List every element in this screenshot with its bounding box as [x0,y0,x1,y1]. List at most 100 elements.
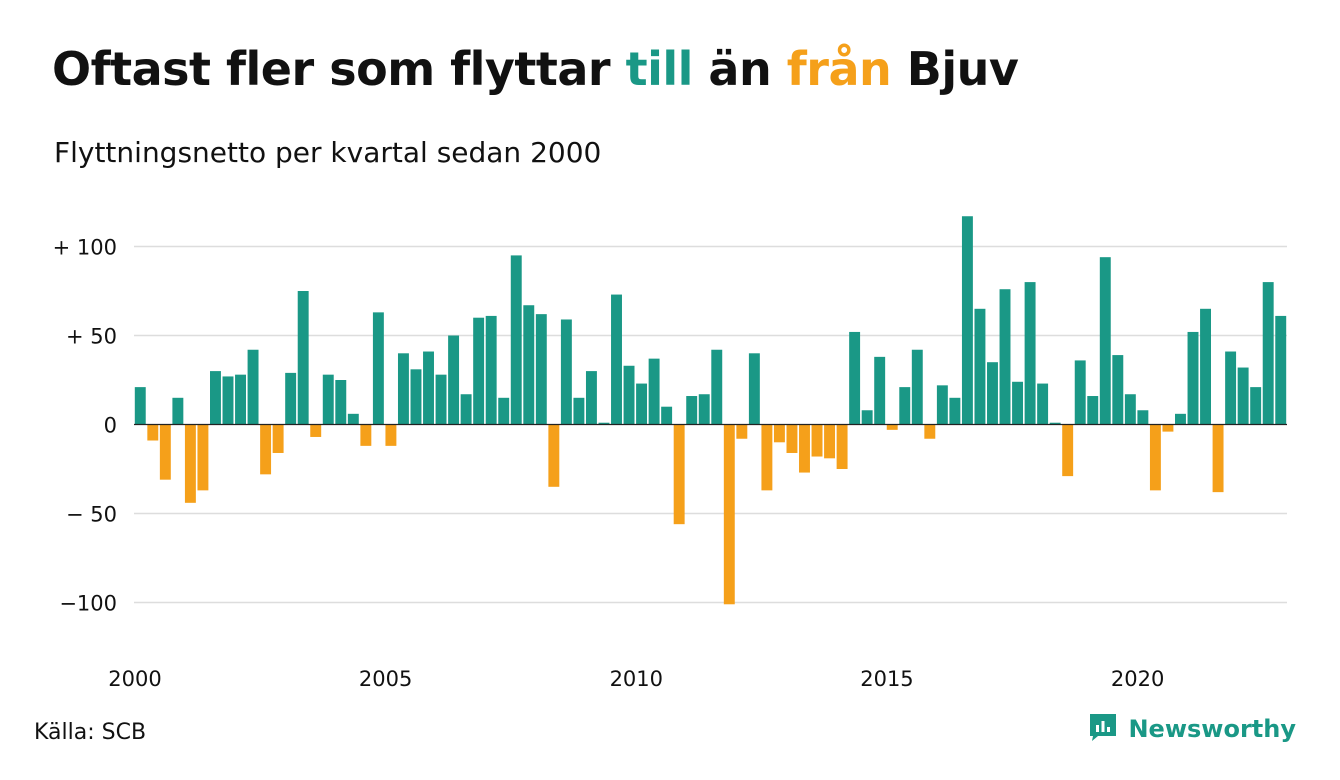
bar-negative [260,424,272,475]
chart-subtitle: Flyttningsnetto per kvartal sedan 2000 [54,136,602,169]
bar-positive [473,317,485,425]
bar-positive [410,369,422,425]
y-tick-label: − 50 [66,503,117,527]
bars [134,216,1287,605]
bar-negative [385,424,397,446]
bar-negative [886,424,898,430]
bar-negative [147,424,159,441]
bar-positive [1087,396,1099,425]
x-tick-label: 2005 [359,667,412,691]
bar-positive [535,314,547,425]
bar-positive [623,365,635,425]
bar-negative [673,424,685,525]
bar-negative [360,424,372,446]
bar-negative [548,424,560,487]
title-part-1: Oftast fler som flyttar [52,42,626,96]
bar-positive [585,371,597,425]
bar-positive [460,394,472,425]
bar-positive [1262,282,1274,425]
bar-positive [711,349,723,425]
bar-positive [1012,381,1024,425]
x-tick-label: 2015 [860,667,913,691]
x-tick-label: 2010 [610,667,663,691]
bar-positive [1049,422,1061,425]
bar-positive [1099,257,1111,425]
bar-positive [874,356,886,425]
bar-positive [999,289,1011,425]
bar-positive [1024,282,1036,425]
newsworthy-logo-icon [1088,712,1118,746]
bar-negative [761,424,773,491]
bar-positive [322,374,334,425]
y-tick-label: + 50 [66,325,117,349]
title-highlight-fran: från [786,42,892,96]
brand-name: Newsworthy [1128,715,1296,743]
bar-positive [861,410,873,425]
bar-positive [1225,351,1237,425]
brand: Newsworthy [1088,712,1296,746]
bar-positive [1275,315,1287,425]
bar-negative [1149,424,1161,491]
bar-positive [1037,383,1049,425]
bar-negative [1062,424,1074,477]
bar-positive [435,374,447,425]
bar-positive [498,397,510,425]
bar-positive [987,362,998,425]
bar-negative [773,424,785,443]
bar-positive [611,294,622,425]
bar-positive [636,383,648,425]
bar-negative [1162,424,1174,432]
source-label: Källa: SCB [34,720,147,745]
bar-negative [159,424,171,480]
y-tick-label: 0 [104,414,117,438]
title-part-3: Bjuv [891,42,1019,96]
bar-positive [448,335,460,425]
bar-positive [1187,331,1199,425]
bar-negative [811,424,823,457]
bar-negative [736,424,748,439]
bar-positive [172,397,184,425]
bar-negative [836,424,848,469]
bar-positive [1074,360,1086,425]
title-part-2: än [692,42,787,96]
bar-positive [1237,367,1249,425]
bar-negative [310,424,322,437]
x-tick-label: 2000 [108,667,161,691]
y-tick-label: −100 [59,592,117,616]
y-tick-label: + 100 [53,236,117,260]
title-highlight-till: till [625,42,694,96]
bar-positive [134,387,146,425]
bar-positive [686,396,698,425]
bar-negative [272,424,284,453]
bar-positive [1137,410,1149,425]
bar-positive [247,349,259,425]
y-axis-tick-labels: + 100 + 50 0 − 50 −100 [53,236,117,616]
bar-positive [560,319,572,425]
bar-positive [698,394,710,425]
bar-positive [849,331,861,425]
bar-positive [510,255,522,425]
bar-positive [485,315,497,425]
bar-positive [598,422,610,425]
bar-negative [786,424,798,453]
bar-positive [397,353,409,425]
bar-positive [347,413,359,425]
bar-positive [949,397,961,425]
bar-negative [1212,424,1224,493]
bar-positive [961,216,973,425]
bar-positive [523,305,535,425]
bar-positive [372,312,384,425]
bar-positive [748,353,760,425]
x-tick-label: 2020 [1111,667,1164,691]
bar-negative [723,424,735,605]
chart-title: Oftast fler som flyttar till än från Bju… [52,42,1019,96]
bar-positive [661,406,673,425]
bar-positive [222,376,234,425]
bar-positive [648,358,660,425]
bar-negative [799,424,810,473]
bar-positive [899,387,911,425]
bar-negative [184,424,196,503]
bar-positive [1175,413,1186,425]
bar-positive [285,372,297,425]
